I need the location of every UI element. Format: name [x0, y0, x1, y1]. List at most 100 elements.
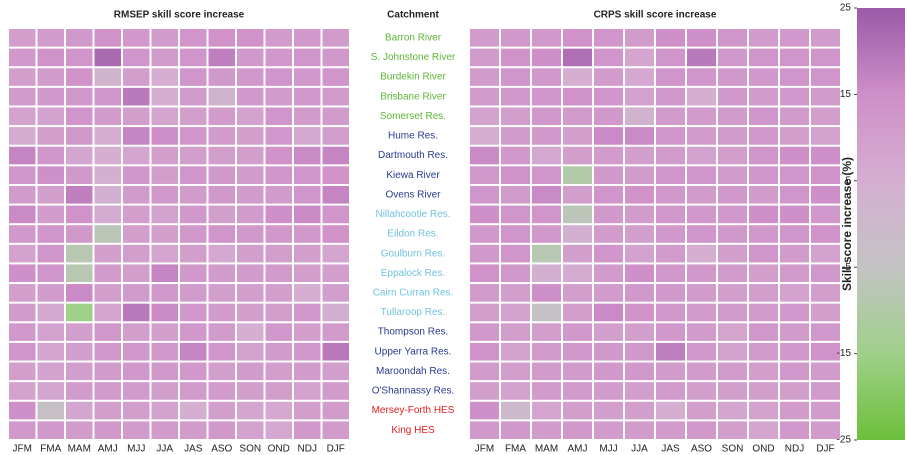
heatmap-cell [749, 244, 778, 263]
heatmap-cell [718, 146, 747, 165]
heatmap-cell [322, 323, 349, 341]
heatmap-cell [718, 68, 747, 86]
heatmap-cell [625, 185, 654, 204]
heatmap-cell [501, 264, 530, 283]
heatmap-cell [237, 303, 264, 322]
heatmap-cell [66, 107, 93, 126]
heatmap-cell [811, 225, 840, 243]
heatmap-cell [294, 323, 321, 341]
heatmap-cell [501, 29, 530, 47]
heatmap-cell [9, 362, 36, 381]
heatmap-cell [151, 303, 178, 322]
heatmap-cell [322, 225, 349, 243]
heatmap-cell [563, 421, 592, 439]
heatmap-cell [563, 264, 592, 283]
x-tick-label: DJF [816, 444, 834, 455]
heatmap-cell [780, 127, 809, 145]
heatmap-cell [9, 87, 36, 106]
heatmap-cell [532, 284, 561, 302]
heatmap-cell [811, 107, 840, 126]
heatmap-cell [532, 29, 561, 47]
heatmap-cell [151, 323, 178, 341]
row-label: Kiewa River [386, 170, 440, 181]
heatmap-cell [123, 87, 150, 106]
heatmap-cell [470, 362, 499, 381]
heatmap-cell [66, 48, 93, 67]
heatmap-cell [501, 68, 530, 86]
heatmap-cell [656, 205, 685, 224]
heatmap-cell [151, 48, 178, 67]
row-label: King HES [391, 425, 435, 436]
x-tick-label: NDJ [298, 444, 317, 455]
heatmap-cell [94, 382, 121, 400]
heatmap-cell [563, 48, 592, 67]
heatmap-cell [237, 323, 264, 341]
heatmap-cell [687, 107, 716, 126]
heatmap-cell [718, 205, 747, 224]
heatmap-cell [563, 362, 592, 381]
heatmap-cell [151, 225, 178, 243]
heatmap-cell [625, 166, 654, 184]
heatmap-cell [656, 244, 685, 263]
heatmap-cell [594, 107, 623, 126]
heatmap-cell [151, 244, 178, 263]
heatmap-cell [780, 264, 809, 283]
heatmap-cell [322, 185, 349, 204]
heatmap-cell [123, 323, 150, 341]
heatmap-cell [749, 284, 778, 302]
row-header: Catchment [387, 10, 439, 21]
heatmap-cell [656, 362, 685, 381]
heatmap-cell [718, 421, 747, 439]
heatmap-cell [501, 166, 530, 184]
heatmap-cell [294, 421, 321, 439]
heatmap-cell [9, 401, 36, 420]
x-tick-label: ASO [691, 444, 712, 455]
heatmap-cell [294, 303, 321, 322]
heatmap-cell [123, 421, 150, 439]
heatmap-cell [37, 401, 64, 420]
heatmap-cell [208, 401, 235, 420]
heatmap-cell [237, 68, 264, 86]
heatmap-cell [294, 166, 321, 184]
heatmap-cell [237, 244, 264, 263]
heatmap-cell [322, 264, 349, 283]
heatmap-cell [687, 166, 716, 184]
x-tick-label: JJA [156, 444, 173, 455]
heatmap-cell [563, 205, 592, 224]
heatmap-cell [151, 401, 178, 420]
heatmap-cell [563, 342, 592, 361]
heatmap-cell [9, 29, 36, 47]
heatmap-cell [37, 166, 64, 184]
heatmap-cell [94, 205, 121, 224]
heatmap-cell [501, 244, 530, 263]
colorbar-tick-label: -25 [837, 435, 852, 446]
heatmap-cell [532, 146, 561, 165]
heatmap-cell [322, 146, 349, 165]
heatmap-cell [265, 225, 292, 243]
heatmap-cell [501, 146, 530, 165]
heatmap-cell [151, 205, 178, 224]
heatmap-cell [265, 382, 292, 400]
heatmap-cell [66, 68, 93, 86]
heatmap-cell [687, 303, 716, 322]
heatmap-cell [9, 68, 36, 86]
heatmap-cell [322, 421, 349, 439]
heatmap-cell [37, 127, 64, 145]
heatmap-cell [625, 342, 654, 361]
heatmap-cell [180, 68, 207, 86]
heatmap-cell [123, 166, 150, 184]
heatmap-cell [66, 264, 93, 283]
row-label: Somerset Res. [380, 111, 446, 122]
heatmap-cell [151, 362, 178, 381]
heatmap-cell [237, 87, 264, 106]
heatmap-cell [94, 401, 121, 420]
heatmap-cell [594, 421, 623, 439]
heatmap-cell [180, 342, 207, 361]
heatmap-cell [501, 284, 530, 302]
x-tick-label: MJJ [127, 444, 145, 455]
heatmap-cell [208, 421, 235, 439]
heatmap-cell [811, 323, 840, 341]
heatmap-cell [123, 48, 150, 67]
heatmap-cell [180, 205, 207, 224]
heatmap-cell [180, 303, 207, 322]
